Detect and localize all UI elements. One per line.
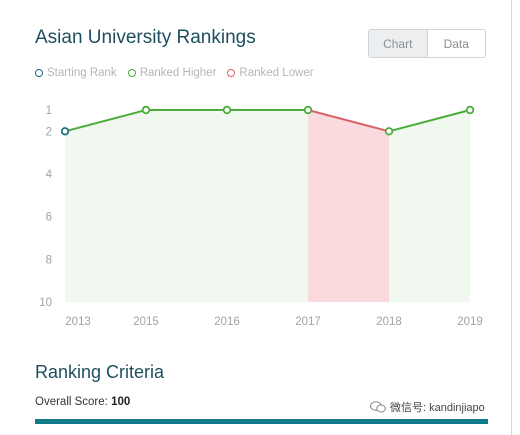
legend-ranked-higher[interactable]: Ranked Higher <box>127 67 217 79</box>
y-tick-label: 6 <box>46 212 52 224</box>
x-tick-label: 2017 <box>295 316 321 328</box>
area-segment-1 <box>65 110 146 302</box>
area-segment-3 <box>227 110 308 302</box>
data-point <box>465 105 475 115</box>
starting-rank-marker-icon <box>35 69 43 77</box>
overall-score-label: Overall Score: <box>35 396 108 408</box>
data-point <box>60 127 70 136</box>
y-tick-label: 1 <box>46 105 52 117</box>
y-tick-label: 2 <box>46 126 52 138</box>
series-line-segment <box>64 109 147 133</box>
overall-score-bar-fill <box>35 419 488 424</box>
area-segment-4 <box>308 110 389 302</box>
data-point <box>141 105 151 115</box>
x-tick-label: 2015 <box>133 316 159 328</box>
chart-title: Asian University Rankings <box>35 27 256 48</box>
legend-starting-rank[interactable]: Starting Rank <box>35 67 117 79</box>
legend-starting-label: Starting Rank <box>47 67 117 79</box>
y-tick-label: 8 <box>46 254 52 266</box>
legend-lower-label: Ranked Lower <box>239 67 314 79</box>
ranked-higher-marker-icon <box>127 69 136 77</box>
view-toggle: Chart Data <box>368 29 486 58</box>
y-tick-label: 4 <box>46 169 53 181</box>
x-tick-label: 2019 <box>457 316 483 328</box>
ranked-lower-marker-icon <box>227 69 236 77</box>
x-tick-label: 2016 <box>214 316 240 328</box>
area-segment-5 <box>389 110 470 302</box>
x-tick-label: 2013 <box>65 316 91 328</box>
overall-score-value: 100 <box>111 396 131 408</box>
wechat-icon <box>370 401 386 413</box>
data-point <box>384 127 394 136</box>
legend-ranked-lower[interactable]: Ranked Lower <box>227 67 314 79</box>
data-point <box>222 105 232 115</box>
overall-score: Overall Score: 100 <box>35 396 130 408</box>
legend-higher-label: Ranked Higher <box>139 67 217 79</box>
series-line-segment <box>307 109 390 133</box>
overall-score-bar <box>35 419 488 424</box>
area-segment-2 <box>146 110 227 302</box>
y-tick-label: 10 <box>39 297 52 309</box>
ranking-criteria-title: Ranking Criteria <box>35 362 165 382</box>
x-tick-label: 2018 <box>376 316 402 328</box>
panel-right-border <box>511 0 512 435</box>
watermark: 微信号: kandinjiapo <box>370 399 485 415</box>
data-view-button[interactable]: Data <box>443 36 469 51</box>
data-point <box>303 105 313 115</box>
watermark-text: 微信号: kandinjiapo <box>390 402 485 414</box>
ranking-chart: 1 2 4 6 8 10 2013 2015 2016 2017 2018 2019 <box>39 105 483 328</box>
chart-view-button[interactable]: Chart <box>369 30 428 57</box>
chart-legend: Starting Rank Ranked Higher Ranked Lower <box>35 67 314 79</box>
series-line-segment <box>388 109 471 133</box>
